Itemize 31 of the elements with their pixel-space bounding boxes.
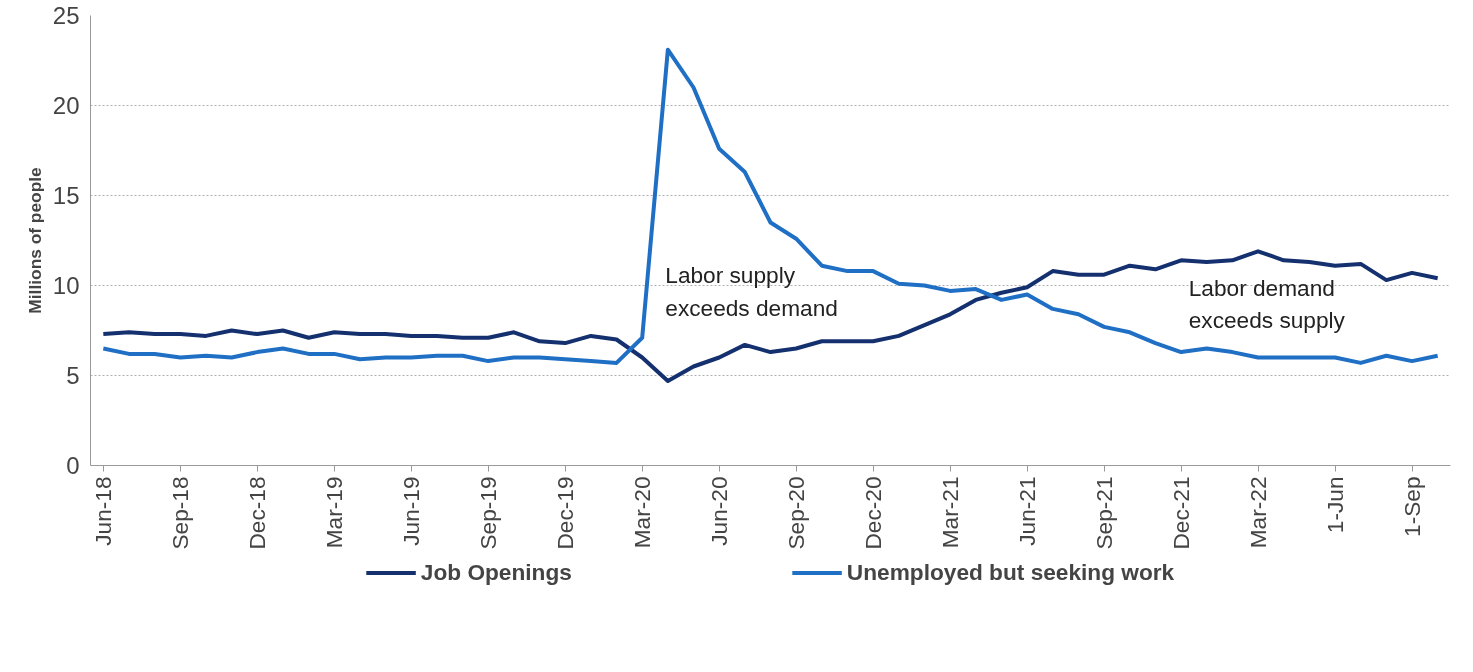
legend-label: Job Openings: [420, 558, 572, 586]
x-tick-label: Dec-18: [244, 476, 271, 550]
y-tick-label: 0: [66, 452, 80, 479]
x-tick-label: Sep-21: [1091, 476, 1118, 550]
x-tick-label: Jun-21: [1014, 476, 1041, 546]
x-tick-label: Jun-18: [90, 476, 117, 546]
x-tick-label: Mar-22: [1245, 476, 1272, 549]
line-series: [101, 47, 1440, 365]
x-tick-label: Dec-21: [1168, 476, 1195, 550]
x-tick-label: Mar-20: [629, 476, 656, 549]
x-tick-label: Sep-20: [783, 476, 810, 550]
x-tick-label: Dec-19: [552, 476, 579, 550]
y-axis-title: Millions of people: [24, 166, 45, 314]
x-tick-label: Mar-19: [321, 476, 348, 549]
legend-label: Unemployed but seeking work: [846, 558, 1175, 586]
line-series: [101, 249, 1440, 383]
x-tick-label: Sep-18: [167, 476, 194, 550]
y-tick-label: 5: [66, 362, 80, 389]
x-tick-label: Jun-20: [706, 476, 733, 546]
y-tick-label: 25: [52, 2, 80, 29]
x-tick-label: 1-Jun: [1322, 476, 1349, 534]
y-tick-label: 20: [52, 92, 80, 119]
y-tick-label: 15: [52, 182, 80, 209]
x-tick-label: 1-Sep: [1399, 476, 1426, 537]
x-tick-label: Jun-19: [398, 476, 425, 546]
y-tick-label: 10: [52, 272, 80, 299]
x-tick-label: Sep-19: [475, 476, 502, 550]
x-tick-label: Dec-20: [860, 476, 887, 550]
annotation: Labor demand exceeds supply: [1188, 274, 1346, 334]
annotation: Labor supply exceeds demand: [665, 262, 838, 321]
x-tick-label: Mar-21: [937, 476, 964, 549]
